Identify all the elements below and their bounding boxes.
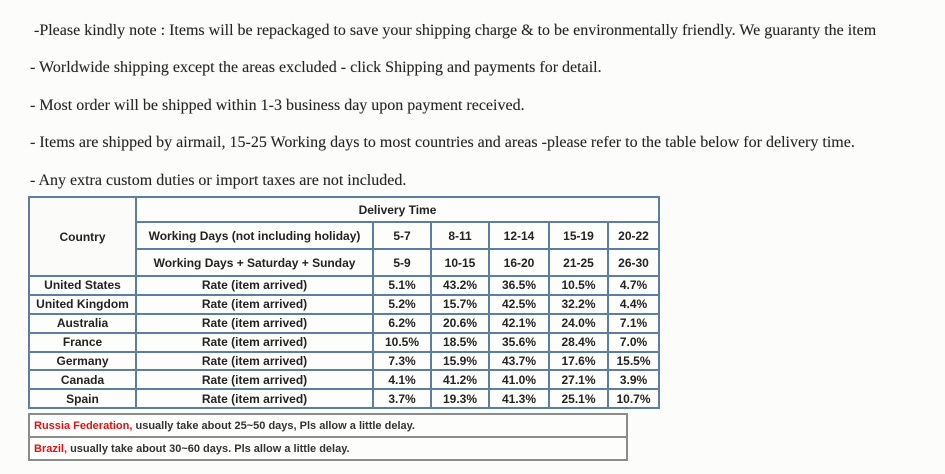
working-days-row: Working Days + Saturday + Sunday 5-9 10-… bbox=[29, 248, 660, 277]
working-days-value: 16-20 bbox=[488, 248, 550, 277]
rate-value: 4.7% bbox=[607, 275, 660, 296]
working-days-value: 26-30 bbox=[607, 248, 660, 277]
rate-value: 7.0% bbox=[607, 331, 660, 353]
table-row: Canada Rate (item arrived) 4.1% 41.2% 41… bbox=[28, 369, 660, 391]
footnote-country-highlight: Brazil, bbox=[34, 442, 68, 455]
rate-value: 5.1% bbox=[372, 275, 432, 296]
rate-value: 42.5% bbox=[488, 293, 550, 315]
working-days-value: 20-22 bbox=[607, 221, 660, 250]
country-header-cell: Country bbox=[28, 196, 137, 277]
working-days-value: 10-15 bbox=[430, 248, 490, 277]
rate-value: 27.1% bbox=[548, 369, 609, 391]
table-row: Germany Rate (item arrived) 7.3% 15.9% 4… bbox=[28, 350, 660, 372]
rate-value: 25.1% bbox=[548, 388, 609, 410]
rate-value: 10.5% bbox=[372, 331, 432, 353]
footnote-russia: Russia Federation, usually take about 25… bbox=[28, 413, 628, 438]
rate-label-cell: Rate (item arrived) bbox=[135, 275, 374, 296]
rate-label-cell: Rate (item arrived) bbox=[135, 369, 374, 391]
country-cell: Germany bbox=[28, 350, 137, 372]
rate-value: 10.5% bbox=[548, 275, 609, 296]
delivery-time-header-cell: Delivery Time bbox=[135, 196, 660, 223]
rate-value: 15.9% bbox=[430, 350, 490, 372]
footnote-brazil: Brazil, usually take about 30~60 days. P… bbox=[28, 436, 628, 461]
footnote-country-highlight: Russia Federation, bbox=[34, 419, 133, 432]
working-days-value: 5-7 bbox=[372, 221, 432, 250]
shipping-note-line: - Most order will be shipped within 1-3 … bbox=[30, 96, 525, 114]
country-cell: Spain bbox=[28, 388, 137, 410]
rate-value: 5.2% bbox=[372, 293, 432, 315]
rate-value: 17.6% bbox=[548, 350, 609, 372]
working-days-value: 15-19 bbox=[548, 221, 609, 250]
rate-label-cell: Rate (item arrived) bbox=[135, 350, 374, 372]
rate-value: 18.5% bbox=[430, 331, 490, 353]
rate-value: 41.2% bbox=[430, 369, 490, 391]
working-days-value: 5-9 bbox=[372, 248, 432, 277]
table-header-row: Country Delivery Time bbox=[28, 196, 660, 277]
rate-label-cell: Rate (item arrived) bbox=[135, 312, 374, 334]
delivery-time-table: Country Delivery Time Working Days (not … bbox=[28, 196, 660, 410]
shipping-note-line: - Any extra custom duties or import taxe… bbox=[30, 171, 407, 189]
rate-label-cell: Rate (item arrived) bbox=[135, 331, 374, 353]
rate-value: 4.1% bbox=[372, 369, 432, 391]
rate-value: 36.5% bbox=[488, 275, 550, 296]
country-cell: Canada bbox=[28, 369, 137, 391]
rate-value: 43.7% bbox=[488, 350, 550, 372]
country-cell: United States bbox=[28, 275, 137, 296]
rate-value: 15.7% bbox=[430, 293, 490, 315]
rate-value: 20.6% bbox=[430, 312, 490, 334]
rate-value: 7.1% bbox=[607, 312, 660, 334]
rate-value: 28.4% bbox=[548, 331, 609, 353]
shipping-note-line: -Please kindly note : Items will be repa… bbox=[30, 22, 877, 39]
country-cell: Australia bbox=[28, 312, 137, 334]
working-days-label: Working Days (not including holiday) bbox=[135, 221, 374, 250]
country-cell: United Kingdom bbox=[28, 293, 137, 315]
rate-value: 10.7% bbox=[607, 388, 660, 410]
working-days-value: 12-14 bbox=[488, 221, 550, 250]
table-row: France Rate (item arrived) 10.5% 18.5% 3… bbox=[28, 331, 660, 353]
shipping-notes: -Please kindly note : Items will be repa… bbox=[30, 12, 930, 199]
rate-value: 41.0% bbox=[488, 369, 550, 391]
rate-value: 43.2% bbox=[430, 275, 490, 296]
working-days-label: Working Days + Saturday + Sunday bbox=[135, 248, 374, 277]
working-days-value: 21-25 bbox=[548, 248, 609, 277]
table-row: Australia Rate (item arrived) 6.2% 20.6%… bbox=[28, 312, 660, 334]
rate-value: 32.2% bbox=[548, 293, 609, 315]
working-days-row: Working Days (not including holiday) 5-7… bbox=[29, 221, 660, 250]
rate-value: 24.0% bbox=[548, 312, 609, 334]
rate-value: 42.1% bbox=[488, 312, 550, 334]
rate-value: 35.6% bbox=[488, 331, 550, 353]
rate-label-cell: Rate (item arrived) bbox=[135, 293, 374, 315]
table-row: United States Rate (item arrived) 5.1% 4… bbox=[28, 275, 660, 296]
rate-value: 4.4% bbox=[607, 293, 660, 315]
rate-value: 19.3% bbox=[430, 388, 490, 410]
rate-value: 3.9% bbox=[607, 369, 660, 391]
rate-label-cell: Rate (item arrived) bbox=[135, 388, 374, 410]
rate-value: 15.5% bbox=[607, 350, 660, 372]
footnote-text: usually take about 30~60 days. Pls allow… bbox=[67, 442, 350, 455]
country-cell: France bbox=[28, 331, 137, 353]
shipping-note-line: - Worldwide shipping except the areas ex… bbox=[30, 59, 602, 77]
footnote-text: usually take about 25~50 days, Pls allow… bbox=[132, 419, 415, 432]
table-row: Spain Rate (item arrived) 3.7% 19.3% 41.… bbox=[28, 388, 660, 410]
shipping-note-line: - Items are shipped by airmail, 15-25 Wo… bbox=[30, 134, 855, 152]
rate-value: 41.3% bbox=[488, 388, 550, 410]
rate-value: 6.2% bbox=[372, 312, 432, 334]
working-days-value: 8-11 bbox=[430, 221, 490, 250]
table-row: United Kingdom Rate (item arrived) 5.2% … bbox=[28, 293, 660, 315]
rate-value: 7.3% bbox=[372, 350, 432, 372]
rate-value: 3.7% bbox=[372, 388, 432, 410]
